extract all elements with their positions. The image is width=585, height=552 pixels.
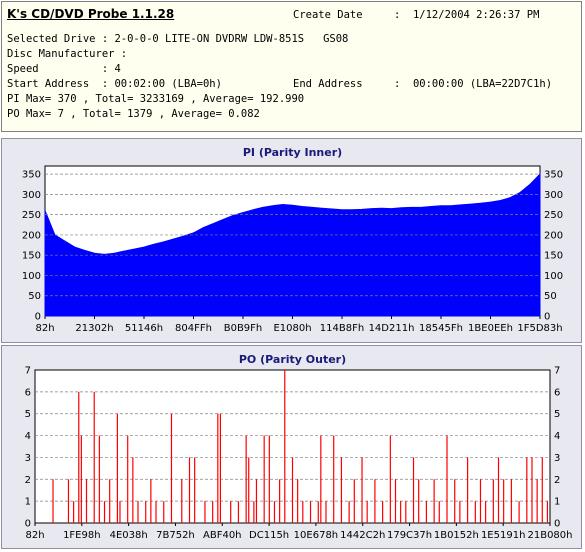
po-xtick-label: 82h [25, 530, 44, 541]
pi-xtick-label: 18545Fh [419, 323, 463, 334]
info-panel: K's CD/DVD Probe 1.1.28 Create Date : 1/… [1, 1, 582, 132]
end-address-label: End Address [293, 78, 363, 90]
po-ytick-right: 4 [554, 431, 560, 442]
pi-xtick-label: 51146h [125, 323, 163, 334]
po-ytick-left: 4 [25, 431, 31, 442]
po-ytick-left: 1 [25, 497, 31, 508]
po-xtick-label: 1FE98h [63, 530, 101, 541]
pi-ytick-right: 150 [544, 251, 563, 262]
create-date-label: Create Date [293, 9, 363, 21]
start-address: Start Address : 00:02:00 (LBA=0h) [7, 78, 222, 90]
pi-xtick-label: 1BE0EEh [468, 323, 513, 334]
pi-ytick-right: 50 [544, 291, 557, 302]
pi-series-area [44, 172, 541, 317]
po-ytick-left: 3 [25, 453, 31, 464]
pi-xtick-label: E1080h [273, 323, 311, 334]
pi-xtick-label: 14D211h [369, 323, 415, 334]
pi-ytick-left: 100 [22, 271, 41, 282]
pi-ytick-right: 250 [544, 210, 563, 221]
pi-ytick-right: 0 [544, 312, 550, 323]
po-chart-panel: PO (Parity Outer) 0 0 1 1 2 2 3 3 4 4 5 5 6 6 7 7 82h 1FE9… [1, 345, 582, 549]
po-xtick-label: 1B0152h [434, 530, 479, 541]
pi-ytick-left: 300 [22, 190, 41, 201]
po-ytick-right: 3 [554, 453, 560, 464]
pi-ytick-right: 100 [544, 271, 563, 282]
po-summary: PO Max= 7 , Total= 1379 , Average= 0.082 [7, 108, 260, 120]
pi-summary: PI Max= 370 , Total= 3233169 , Average= … [7, 93, 305, 105]
po-xtick-label: 1E5191h [481, 530, 525, 541]
po-xtick-label: ABF40h [203, 530, 242, 541]
po-xtick-label: 179C37h [387, 530, 432, 541]
po-xtick-label: 10E678h [294, 530, 338, 541]
po-ytick-left: 7 [25, 366, 31, 377]
po-xtick-label: 7B752h [156, 530, 195, 541]
po-ytick-right: 0 [554, 519, 560, 530]
pi-ytick-left: 150 [22, 251, 41, 262]
pi-xtick-label: B0B9Fh [224, 323, 263, 334]
pi-chart: PI (Parity Inner) 0 0 50 50 100 100 150 150 200 20… [22, 146, 563, 334]
pi-xtick-label: 804FFh [175, 323, 212, 334]
create-date-value: : 1/12/2004 2:26:37 PM [394, 9, 540, 21]
po-ytick-right: 7 [554, 366, 560, 377]
pi-chart-title: PI (Parity Inner) [243, 146, 342, 159]
end-address-value: : 00:00:00 (LBA=22D7C1h) [394, 78, 553, 90]
po-ytick-right: 2 [554, 475, 560, 486]
pi-ytick-right: 350 [544, 170, 563, 181]
po-xtick-label: 4E038h [110, 530, 148, 541]
selected-drive: Selected Drive : 2-0-0-0 LITE-ON DVDRW L… [7, 33, 349, 45]
pi-ytick-left: 50 [28, 291, 41, 302]
pi-xtick-label: 21302h [75, 323, 113, 334]
pi-ytick-left: 250 [22, 210, 41, 221]
app-title: K's CD/DVD Probe 1.1.28 [7, 7, 175, 21]
pi-xtick-label: 82h [35, 323, 54, 334]
pi-xtick-label: 114B8Fh [320, 323, 364, 334]
pi-ytick-left: 200 [22, 230, 41, 241]
po-ytick-left: 6 [25, 387, 31, 398]
po-ytick-left: 2 [25, 475, 31, 486]
pi-ytick-left: 0 [35, 312, 41, 323]
speed: Speed : 4 [7, 63, 121, 75]
pi-xtick-label: 1F5D83h [517, 323, 562, 334]
po-ytick-left: 5 [25, 409, 31, 420]
po-ytick-right: 5 [554, 409, 560, 420]
po-ytick-left: 0 [25, 519, 31, 530]
po-chart-title: PO (Parity Outer) [239, 353, 346, 366]
po-ytick-right: 1 [554, 497, 560, 508]
pi-ytick-left: 350 [22, 170, 41, 181]
disc-manufacturer: Disc Manufacturer : [7, 48, 128, 60]
pi-ytick-right: 200 [544, 230, 563, 241]
pi-chart-panel: PI (Parity Inner) 0 0 50 50 100 100 150 150 200 20… [1, 138, 582, 343]
po-xtick-label: DC115h [249, 530, 289, 541]
po-chart: PO (Parity Outer) 0 0 1 1 2 2 3 3 4 4 5 5 6 6 7 7 82h 1FE9… [25, 353, 573, 541]
pi-ytick-right: 300 [544, 190, 563, 201]
po-ytick-right: 6 [554, 387, 560, 398]
po-xtick-label: 1442C2h [340, 530, 385, 541]
po-xtick-label: 21B080h [527, 530, 572, 541]
